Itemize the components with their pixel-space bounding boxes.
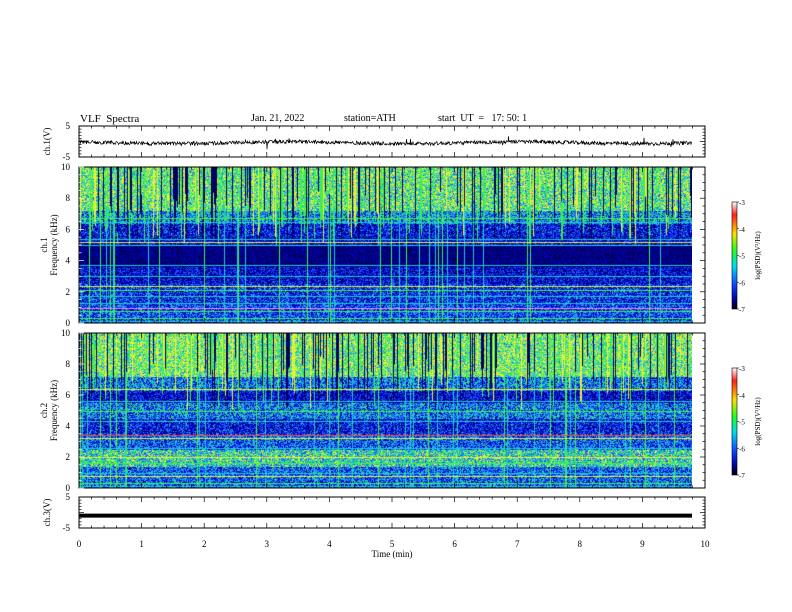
date-label: Jan. 21, 2022 <box>251 113 305 124</box>
colorbar-label: log(PSD)(V²/Hz) <box>754 231 762 280</box>
channel-label: ch.2 <box>39 403 49 418</box>
x-tick-label: 6 <box>452 539 457 549</box>
colorbar-tick-label: -7 <box>739 306 745 314</box>
x-tick-label: 7 <box>515 539 520 549</box>
x-tick-label: 2 <box>202 539 207 549</box>
y-tick-label: 8 <box>66 359 71 369</box>
x-tick-label: 3 <box>265 539 270 549</box>
chart-title: VLF Spectra <box>80 113 140 125</box>
x-tick-label: 1 <box>139 539 144 549</box>
y-axis-label: ch.3(V) <box>42 499 52 527</box>
y-tick-label: 6 <box>66 390 71 400</box>
colorbar-tick-label: -7 <box>739 472 745 480</box>
y-tick-label: 10 <box>61 328 71 338</box>
colorbar-tick-label: -3 <box>739 199 745 207</box>
y-axis-label: Frequency (kHz) <box>49 214 59 275</box>
y-axis-label: ch.1(V) <box>42 128 52 156</box>
colorbar-tick-label: -6 <box>739 445 745 453</box>
y-tick-label: 0 <box>66 483 71 493</box>
channel-label: ch.1 <box>39 237 49 252</box>
y-tick-label: 5 <box>66 121 71 131</box>
y-tick-label: 2 <box>66 452 71 462</box>
y-axis-label: Frequency (kHz) <box>49 380 59 441</box>
x-tick-label: 9 <box>640 539 645 549</box>
colorbar-tick-label: -6 <box>739 279 745 287</box>
y-tick-label: 2 <box>66 287 71 297</box>
start-time-label: start UT = 17: 50: 1 <box>438 113 528 124</box>
y-tick-label: 6 <box>66 224 71 234</box>
y-tick-label: -5 <box>63 523 71 533</box>
colorbar-tick-label: -5 <box>739 419 745 427</box>
x-tick-label: 5 <box>390 539 395 549</box>
colorbar-tick-label: -4 <box>739 226 745 234</box>
colorbar-tick-label: -4 <box>739 392 745 400</box>
colorbar-tick-label: -3 <box>739 365 745 373</box>
y-tick-label: 0 <box>66 318 71 328</box>
x-tick-label: 8 <box>578 539 583 549</box>
ch1-trace <box>78 136 693 150</box>
station-label: station=ATH <box>344 113 396 124</box>
spectrogram-image-ch1 <box>79 167 692 323</box>
colorbar-label: log(PSD)(V²/Hz) <box>754 397 762 446</box>
y-tick-label: 10 <box>61 162 71 172</box>
spectrogram-image-ch2 <box>79 333 692 488</box>
y-tick-label: 5 <box>66 492 71 502</box>
y-tick-label: 4 <box>66 256 71 266</box>
colorbar-tick-label: -5 <box>739 253 745 261</box>
y-tick-label: 4 <box>66 421 71 431</box>
x-tick-label: 10 <box>701 539 711 549</box>
x-tick-label: 0 <box>77 539 82 549</box>
y-tick-label: 8 <box>66 193 71 203</box>
x-axis-label: Time (min) <box>372 549 413 559</box>
x-tick-label: 4 <box>327 539 332 549</box>
colorbar <box>731 367 738 476</box>
colorbar <box>731 201 738 310</box>
y-tick-label: -5 <box>63 152 71 162</box>
